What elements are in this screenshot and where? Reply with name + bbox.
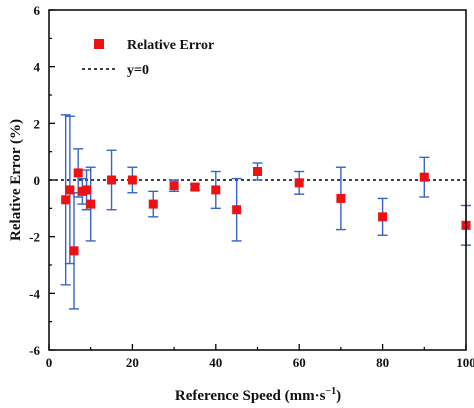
legend-label-y0: y=0 [127,63,149,78]
x-tick-label: 40 [209,355,222,370]
plot-frame [48,9,467,351]
data-point [232,205,242,215]
legend-label-relative-error: Relative Error [127,38,214,53]
data-point [378,212,388,222]
x-tick-labels: 0 20 40 60 80 100 [46,355,474,370]
error-bars [60,114,471,310]
data-point [294,178,304,188]
data-point [148,199,158,209]
data-point [82,185,92,195]
y-tick-label: -6 [29,343,40,358]
y-tick-label: 4 [34,60,41,75]
y-tick-label: -4 [29,286,40,301]
y-tick-label: 0 [34,173,41,188]
y-axis-title: Relative Error (%) [8,119,24,241]
data-point [73,168,83,178]
y-tick-labels: -6 -4 -2 0 2 4 6 [29,3,40,358]
y-tick-label: 2 [34,116,41,131]
legend-marker-relative-error [94,39,104,49]
data-point [419,172,429,182]
y-tick-label: -2 [29,230,40,245]
x-axis-title: Reference Speed (mm·s−1) [175,386,341,404]
x-tick-label: 80 [376,355,389,370]
x-tick-label: 0 [46,355,53,370]
data-point [107,175,117,185]
data-point [127,175,137,185]
data-point [69,246,79,256]
data-point [86,199,96,209]
x-tick-label: 60 [293,355,306,370]
data-point [169,181,179,191]
legend: Relative Error y=0 [82,38,214,78]
data-point [61,195,71,205]
data-point [336,193,346,203]
x-tick-label: 100 [456,355,474,370]
data-point [211,185,221,195]
x-tick-label: 20 [126,355,139,370]
data-point [190,182,200,192]
y-tick-label: 6 [34,3,41,18]
data-point [253,167,262,176]
data-point [65,185,75,195]
